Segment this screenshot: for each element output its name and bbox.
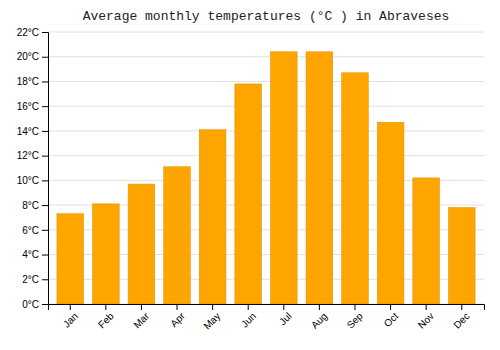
tick-mark xyxy=(212,304,213,310)
bar xyxy=(128,184,155,304)
tick-label: 14°C xyxy=(17,126,39,137)
bar xyxy=(413,178,440,304)
tick: 0°C xyxy=(22,299,48,310)
tick-mark xyxy=(42,106,48,107)
tick-label: 2°C xyxy=(22,274,39,285)
tick: 16°C xyxy=(17,101,48,112)
tick: May xyxy=(201,304,222,332)
grid-line xyxy=(48,56,484,57)
tick-mark xyxy=(42,255,48,256)
tick-label: 8°C xyxy=(22,200,39,211)
tick: Sep xyxy=(345,304,366,331)
tick-mark xyxy=(426,304,427,310)
tick-label: 22°C xyxy=(17,27,39,38)
tick-label: Oct xyxy=(382,310,401,329)
tick-label: 20°C xyxy=(17,51,39,62)
tick: 20°C xyxy=(17,51,48,62)
tick-label: May xyxy=(201,310,222,331)
tick-mark xyxy=(42,205,48,206)
tick-label: Dec xyxy=(451,310,471,330)
tick: 22°C xyxy=(17,27,48,38)
tick: Nov xyxy=(416,304,436,331)
title: Average monthly temperatures (°C ) in Ab… xyxy=(83,9,450,24)
tick: Jun xyxy=(239,304,258,330)
grid-line xyxy=(48,106,484,107)
tick: 8°C xyxy=(22,200,48,211)
tick: Jul xyxy=(277,304,294,327)
tick-label: 16°C xyxy=(17,101,39,112)
grid-line xyxy=(48,32,484,33)
tick-label: Jan xyxy=(61,310,80,329)
grid-line xyxy=(48,130,484,131)
bar xyxy=(448,208,475,304)
tick-mark xyxy=(42,32,48,33)
bar xyxy=(377,122,404,304)
tick-mark xyxy=(42,81,48,82)
bar xyxy=(164,167,191,304)
tick-mark xyxy=(70,304,71,310)
tick-mark xyxy=(461,304,462,310)
tick-label: Aug xyxy=(309,310,329,330)
grid xyxy=(48,32,484,304)
tick-label: Jul xyxy=(277,310,294,327)
chart: 0°C 2°C 4°C 6°C 8°C 10°C 12°C 14°C 16°C 18°C 20°C 2… xyxy=(0,0,500,350)
tick-label: Sep xyxy=(345,310,366,331)
tick: Feb xyxy=(96,304,116,330)
tick-label: 6°C xyxy=(22,225,39,236)
bar xyxy=(342,73,369,304)
tick-label: Feb xyxy=(96,310,116,330)
tick-label: Nov xyxy=(416,310,436,330)
tick: Aug xyxy=(309,304,329,331)
tick-mark xyxy=(105,304,106,310)
tick: 6°C xyxy=(22,225,48,236)
bar xyxy=(306,52,333,304)
tick-mark xyxy=(177,304,178,310)
tick: Dec xyxy=(451,304,471,331)
tick-mark xyxy=(283,304,284,310)
tick-label: 18°C xyxy=(17,76,39,87)
tick-mark xyxy=(42,131,48,132)
axis-line xyxy=(49,305,485,311)
tick-label: 12°C xyxy=(17,150,39,161)
tick-mark xyxy=(42,279,48,280)
bars xyxy=(57,52,475,304)
tick: Mar xyxy=(131,304,151,330)
x-axis: Jan Feb Mar Apr May Jun Jul Aug Sep Oct Nov Dec xyxy=(49,304,485,332)
plot: 0°C 2°C 4°C 6°C 8°C 10°C 12°C 14°C 16°C 18°C 20°C 2… xyxy=(17,27,485,332)
tick-mark xyxy=(42,180,48,181)
bar xyxy=(235,84,262,304)
tick-mark xyxy=(248,304,249,310)
tick-label: Mar xyxy=(131,310,151,330)
bar xyxy=(199,130,226,304)
y-axis: 0°C 2°C 4°C 6°C 8°C 10°C 12°C 14°C 16°C 18°C 20°C 2… xyxy=(17,27,49,310)
tick: 18°C xyxy=(17,76,48,87)
tick: 2°C xyxy=(22,274,48,285)
tick: 4°C xyxy=(22,249,48,260)
grid-line xyxy=(48,81,484,82)
tick-label: 10°C xyxy=(17,175,39,186)
bar xyxy=(92,204,119,304)
tick-mark xyxy=(390,304,391,310)
tick-mark xyxy=(319,304,320,310)
tick-label: 0°C xyxy=(22,299,39,310)
tick-mark xyxy=(42,304,48,305)
tick-mark xyxy=(42,230,48,231)
tick: 12°C xyxy=(17,150,48,161)
bar xyxy=(270,52,297,304)
tick-mark xyxy=(42,156,48,157)
tick: 10°C xyxy=(17,175,48,186)
tick-label: Jun xyxy=(239,310,258,329)
tick: Oct xyxy=(382,304,401,329)
tick-mark xyxy=(42,57,48,58)
tick-mark xyxy=(354,304,355,310)
tick-label: Apr xyxy=(168,310,187,329)
tick: Jan xyxy=(61,304,80,330)
bar xyxy=(57,214,84,304)
axis-line xyxy=(42,33,49,305)
tick-label: 4°C xyxy=(22,249,39,260)
tick: 14°C xyxy=(17,126,48,137)
grid-line xyxy=(48,155,484,156)
tick-mark xyxy=(141,304,142,310)
tick: Apr xyxy=(168,304,187,329)
